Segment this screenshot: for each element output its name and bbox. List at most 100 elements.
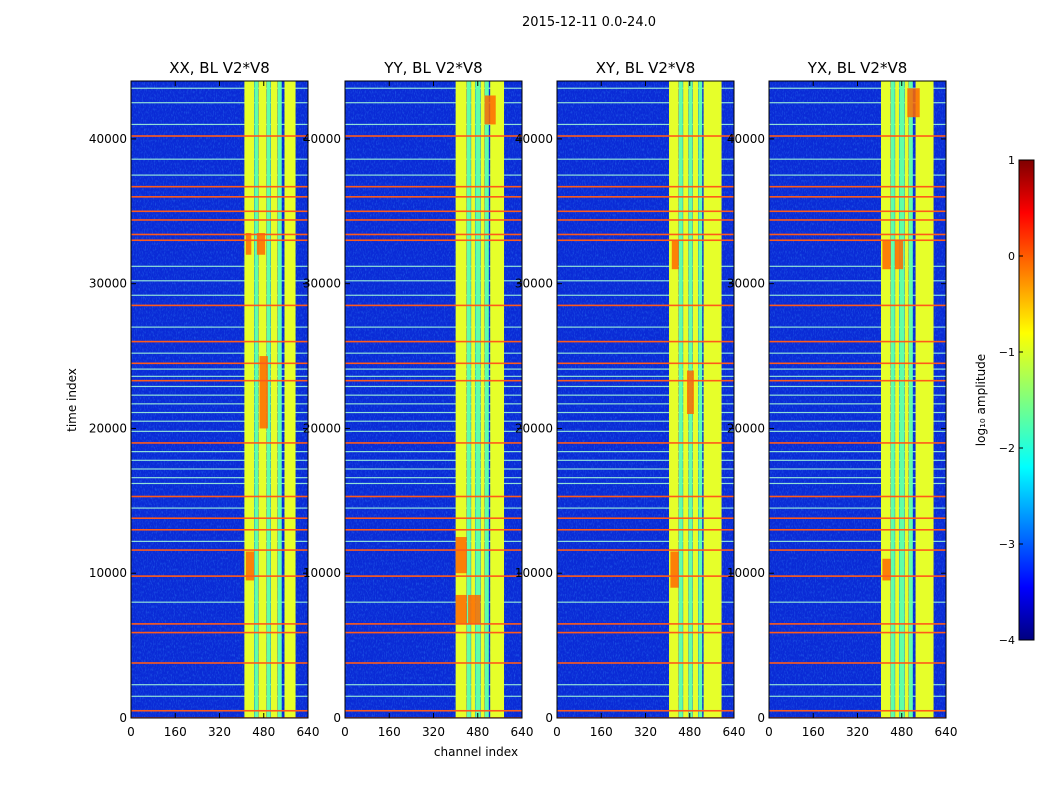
light-horizontal-line xyxy=(557,102,734,104)
light-horizontal-line xyxy=(557,294,734,296)
x-tick-label: 0 xyxy=(127,725,135,739)
y-tick-label: 40000 xyxy=(303,132,341,146)
red-horizontal-line xyxy=(345,362,522,365)
light-horizontal-line xyxy=(131,385,308,388)
y-tick-label: 0 xyxy=(333,711,341,725)
red-horizontal-line xyxy=(345,528,522,531)
y-tick-label: 30000 xyxy=(727,277,765,291)
panel-4: YX, BL V2*V8 0 160 320 480 640 0 10000 20000 3000… xyxy=(727,59,958,739)
red-horizontal-line xyxy=(769,575,946,577)
channel-band xyxy=(899,81,905,718)
light-horizontal-line xyxy=(345,280,522,282)
red-horizontal-line xyxy=(131,379,308,382)
red-horizontal-line xyxy=(345,517,522,520)
channel-band xyxy=(254,81,259,718)
channel-band xyxy=(266,81,271,718)
light-horizontal-line xyxy=(345,368,522,370)
red-horizontal-line xyxy=(769,210,946,213)
y-tick-label: 20000 xyxy=(515,421,553,435)
light-horizontal-line xyxy=(557,695,734,697)
red-horizontal-line xyxy=(131,631,308,634)
light-horizontal-line xyxy=(557,368,734,370)
light-horizontal-line xyxy=(769,507,946,509)
red-horizontal-line xyxy=(557,340,734,343)
red-horizontal-line xyxy=(131,662,308,664)
light-horizontal-line xyxy=(557,430,734,432)
channel-band xyxy=(908,81,913,718)
red-horizontal-line xyxy=(345,379,522,382)
red-horizontal-line xyxy=(345,623,522,625)
light-horizontal-line xyxy=(557,420,734,422)
red-horizontal-line xyxy=(557,631,734,634)
light-horizontal-line xyxy=(769,158,946,160)
channel-band xyxy=(455,81,467,718)
light-horizontal-line xyxy=(557,482,734,485)
x-tick-label: 640 xyxy=(935,725,958,739)
hot-spot xyxy=(484,95,496,125)
light-horizontal-line xyxy=(345,420,522,422)
light-horizontal-line xyxy=(557,87,734,89)
red-horizontal-line xyxy=(769,379,946,382)
x-tick-label: 0 xyxy=(765,725,773,739)
red-horizontal-line xyxy=(131,233,308,236)
red-horizontal-line xyxy=(345,239,522,242)
panel-3: XY, BL V2*V8 0 160 320 480 640 0 10000 20000 3000… xyxy=(515,59,746,739)
light-horizontal-line xyxy=(345,540,522,542)
light-horizontal-line xyxy=(769,375,946,377)
light-horizontal-line xyxy=(557,394,734,396)
light-horizontal-line xyxy=(769,326,946,328)
light-horizontal-line xyxy=(557,684,734,686)
colorbar-tick-label: −2 xyxy=(999,442,1015,455)
channel-band xyxy=(270,81,278,718)
light-horizontal-line xyxy=(131,451,308,453)
light-horizontal-line xyxy=(131,420,308,422)
light-horizontal-line xyxy=(345,352,522,354)
colorbar-tick-label: 1 xyxy=(1008,154,1015,167)
red-horizontal-line xyxy=(557,495,734,498)
channel-band xyxy=(244,81,255,718)
hot-spot xyxy=(882,558,891,581)
red-horizontal-line xyxy=(345,135,522,137)
red-horizontal-line xyxy=(345,340,522,343)
y-tick-label: 30000 xyxy=(89,277,127,291)
light-horizontal-line xyxy=(769,123,946,126)
x-tick-label: 160 xyxy=(590,725,613,739)
channel-band xyxy=(484,81,489,718)
channel-band xyxy=(683,81,689,718)
light-horizontal-line xyxy=(131,507,308,509)
panel-1: XX, BL V2*V8 0 160 320 480 640 0 10000 20000 3000… xyxy=(89,59,320,739)
y-tick-label: 30000 xyxy=(515,277,553,291)
red-horizontal-line xyxy=(131,340,308,343)
light-horizontal-line xyxy=(131,87,308,89)
light-horizontal-line xyxy=(131,482,308,485)
red-horizontal-line xyxy=(557,379,734,382)
light-horizontal-line xyxy=(131,403,308,405)
channel-band xyxy=(277,81,282,718)
red-horizontal-line xyxy=(769,709,946,712)
red-horizontal-line xyxy=(557,662,734,664)
x-tick-label: 0 xyxy=(341,725,349,739)
light-horizontal-line xyxy=(557,411,734,414)
red-horizontal-line xyxy=(557,575,734,577)
red-horizontal-line xyxy=(769,219,946,221)
light-horizontal-line xyxy=(769,430,946,432)
light-horizontal-line xyxy=(131,468,308,470)
light-horizontal-line xyxy=(345,123,522,126)
hot-spot xyxy=(455,537,467,574)
light-horizontal-line xyxy=(345,451,522,453)
light-horizontal-line xyxy=(345,684,522,686)
light-horizontal-line xyxy=(131,265,308,267)
light-horizontal-line xyxy=(345,403,522,405)
light-horizontal-line xyxy=(769,601,946,603)
red-horizontal-line xyxy=(769,233,946,236)
red-horizontal-line xyxy=(557,196,734,198)
channel-band xyxy=(471,81,475,718)
red-horizontal-line xyxy=(769,528,946,531)
light-horizontal-line xyxy=(345,482,522,485)
light-horizontal-line xyxy=(345,102,522,104)
light-horizontal-line xyxy=(557,375,734,377)
x-tick-label: 640 xyxy=(723,725,746,739)
panel-2: YY, BL V2*V8 0 160 320 480 640 0 10000 20000 3000… xyxy=(303,59,534,739)
red-horizontal-line xyxy=(769,196,946,198)
